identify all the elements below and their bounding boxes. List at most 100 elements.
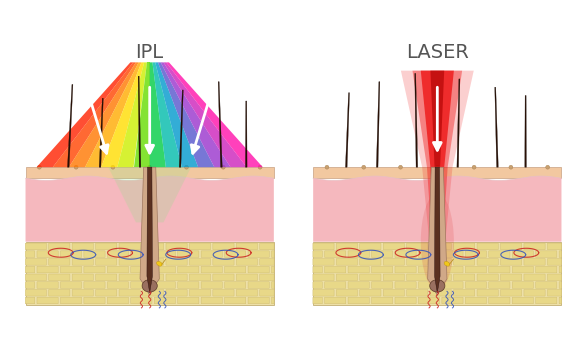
FancyBboxPatch shape <box>313 297 322 304</box>
FancyBboxPatch shape <box>25 243 46 250</box>
FancyBboxPatch shape <box>419 251 440 257</box>
FancyBboxPatch shape <box>60 297 82 304</box>
FancyBboxPatch shape <box>548 290 562 296</box>
Polygon shape <box>117 62 147 167</box>
FancyBboxPatch shape <box>313 258 334 265</box>
Polygon shape <box>313 242 561 305</box>
FancyBboxPatch shape <box>442 251 463 257</box>
FancyBboxPatch shape <box>272 266 274 273</box>
FancyBboxPatch shape <box>237 243 258 250</box>
Circle shape <box>399 165 403 169</box>
FancyBboxPatch shape <box>37 251 58 257</box>
FancyBboxPatch shape <box>119 274 140 281</box>
Polygon shape <box>85 62 141 167</box>
FancyBboxPatch shape <box>178 266 199 273</box>
FancyBboxPatch shape <box>407 274 428 281</box>
Polygon shape <box>158 62 214 167</box>
FancyBboxPatch shape <box>37 282 58 288</box>
Polygon shape <box>26 176 274 242</box>
FancyBboxPatch shape <box>225 251 246 257</box>
Polygon shape <box>69 62 139 167</box>
Circle shape <box>509 165 513 169</box>
FancyBboxPatch shape <box>524 258 545 265</box>
Polygon shape <box>36 62 133 167</box>
FancyBboxPatch shape <box>477 290 498 296</box>
FancyBboxPatch shape <box>512 251 534 257</box>
Polygon shape <box>163 62 247 167</box>
FancyBboxPatch shape <box>107 251 129 257</box>
FancyBboxPatch shape <box>395 266 416 273</box>
FancyBboxPatch shape <box>501 274 522 281</box>
FancyBboxPatch shape <box>143 258 164 265</box>
FancyBboxPatch shape <box>430 290 451 296</box>
FancyBboxPatch shape <box>72 243 93 250</box>
FancyBboxPatch shape <box>454 274 475 281</box>
FancyBboxPatch shape <box>383 290 404 296</box>
FancyBboxPatch shape <box>225 266 246 273</box>
FancyBboxPatch shape <box>190 290 211 296</box>
FancyBboxPatch shape <box>313 251 322 257</box>
FancyBboxPatch shape <box>442 266 463 273</box>
FancyBboxPatch shape <box>442 297 463 304</box>
FancyBboxPatch shape <box>489 297 510 304</box>
FancyBboxPatch shape <box>25 258 46 265</box>
FancyBboxPatch shape <box>559 282 562 288</box>
FancyBboxPatch shape <box>237 290 258 296</box>
FancyBboxPatch shape <box>465 266 487 273</box>
FancyBboxPatch shape <box>372 282 393 288</box>
FancyBboxPatch shape <box>512 297 534 304</box>
FancyBboxPatch shape <box>96 243 117 250</box>
Polygon shape <box>415 73 418 167</box>
FancyBboxPatch shape <box>131 297 152 304</box>
FancyBboxPatch shape <box>96 290 117 296</box>
Polygon shape <box>449 259 454 265</box>
Circle shape <box>325 165 329 169</box>
FancyBboxPatch shape <box>37 297 58 304</box>
Polygon shape <box>428 167 447 295</box>
Polygon shape <box>495 87 498 167</box>
Circle shape <box>38 165 41 169</box>
Polygon shape <box>161 259 166 265</box>
FancyBboxPatch shape <box>383 243 404 250</box>
FancyBboxPatch shape <box>107 266 129 273</box>
FancyBboxPatch shape <box>407 258 428 265</box>
FancyBboxPatch shape <box>559 266 562 273</box>
FancyBboxPatch shape <box>501 290 522 296</box>
FancyBboxPatch shape <box>465 282 487 288</box>
Circle shape <box>258 165 262 169</box>
FancyBboxPatch shape <box>477 258 498 265</box>
Polygon shape <box>108 167 191 222</box>
FancyBboxPatch shape <box>272 297 274 304</box>
FancyBboxPatch shape <box>524 274 545 281</box>
Circle shape <box>436 165 439 169</box>
Polygon shape <box>101 62 144 167</box>
FancyBboxPatch shape <box>260 274 274 281</box>
FancyBboxPatch shape <box>536 251 557 257</box>
Polygon shape <box>99 98 103 167</box>
FancyBboxPatch shape <box>501 258 522 265</box>
FancyBboxPatch shape <box>96 274 117 281</box>
Polygon shape <box>434 167 440 293</box>
FancyBboxPatch shape <box>442 282 463 288</box>
FancyBboxPatch shape <box>336 274 357 281</box>
Text: LASER: LASER <box>406 43 469 62</box>
FancyBboxPatch shape <box>313 243 334 250</box>
FancyBboxPatch shape <box>512 266 534 273</box>
FancyBboxPatch shape <box>372 297 393 304</box>
FancyBboxPatch shape <box>49 274 70 281</box>
Polygon shape <box>166 62 263 167</box>
FancyBboxPatch shape <box>166 290 187 296</box>
FancyBboxPatch shape <box>348 251 369 257</box>
FancyBboxPatch shape <box>248 266 269 273</box>
FancyBboxPatch shape <box>166 243 187 250</box>
Polygon shape <box>245 101 247 167</box>
FancyBboxPatch shape <box>72 290 93 296</box>
FancyBboxPatch shape <box>154 251 176 257</box>
FancyBboxPatch shape <box>360 290 381 296</box>
FancyBboxPatch shape <box>407 243 428 250</box>
FancyBboxPatch shape <box>536 282 557 288</box>
FancyBboxPatch shape <box>548 243 562 250</box>
FancyBboxPatch shape <box>548 274 562 281</box>
Polygon shape <box>150 62 166 167</box>
FancyBboxPatch shape <box>489 282 510 288</box>
